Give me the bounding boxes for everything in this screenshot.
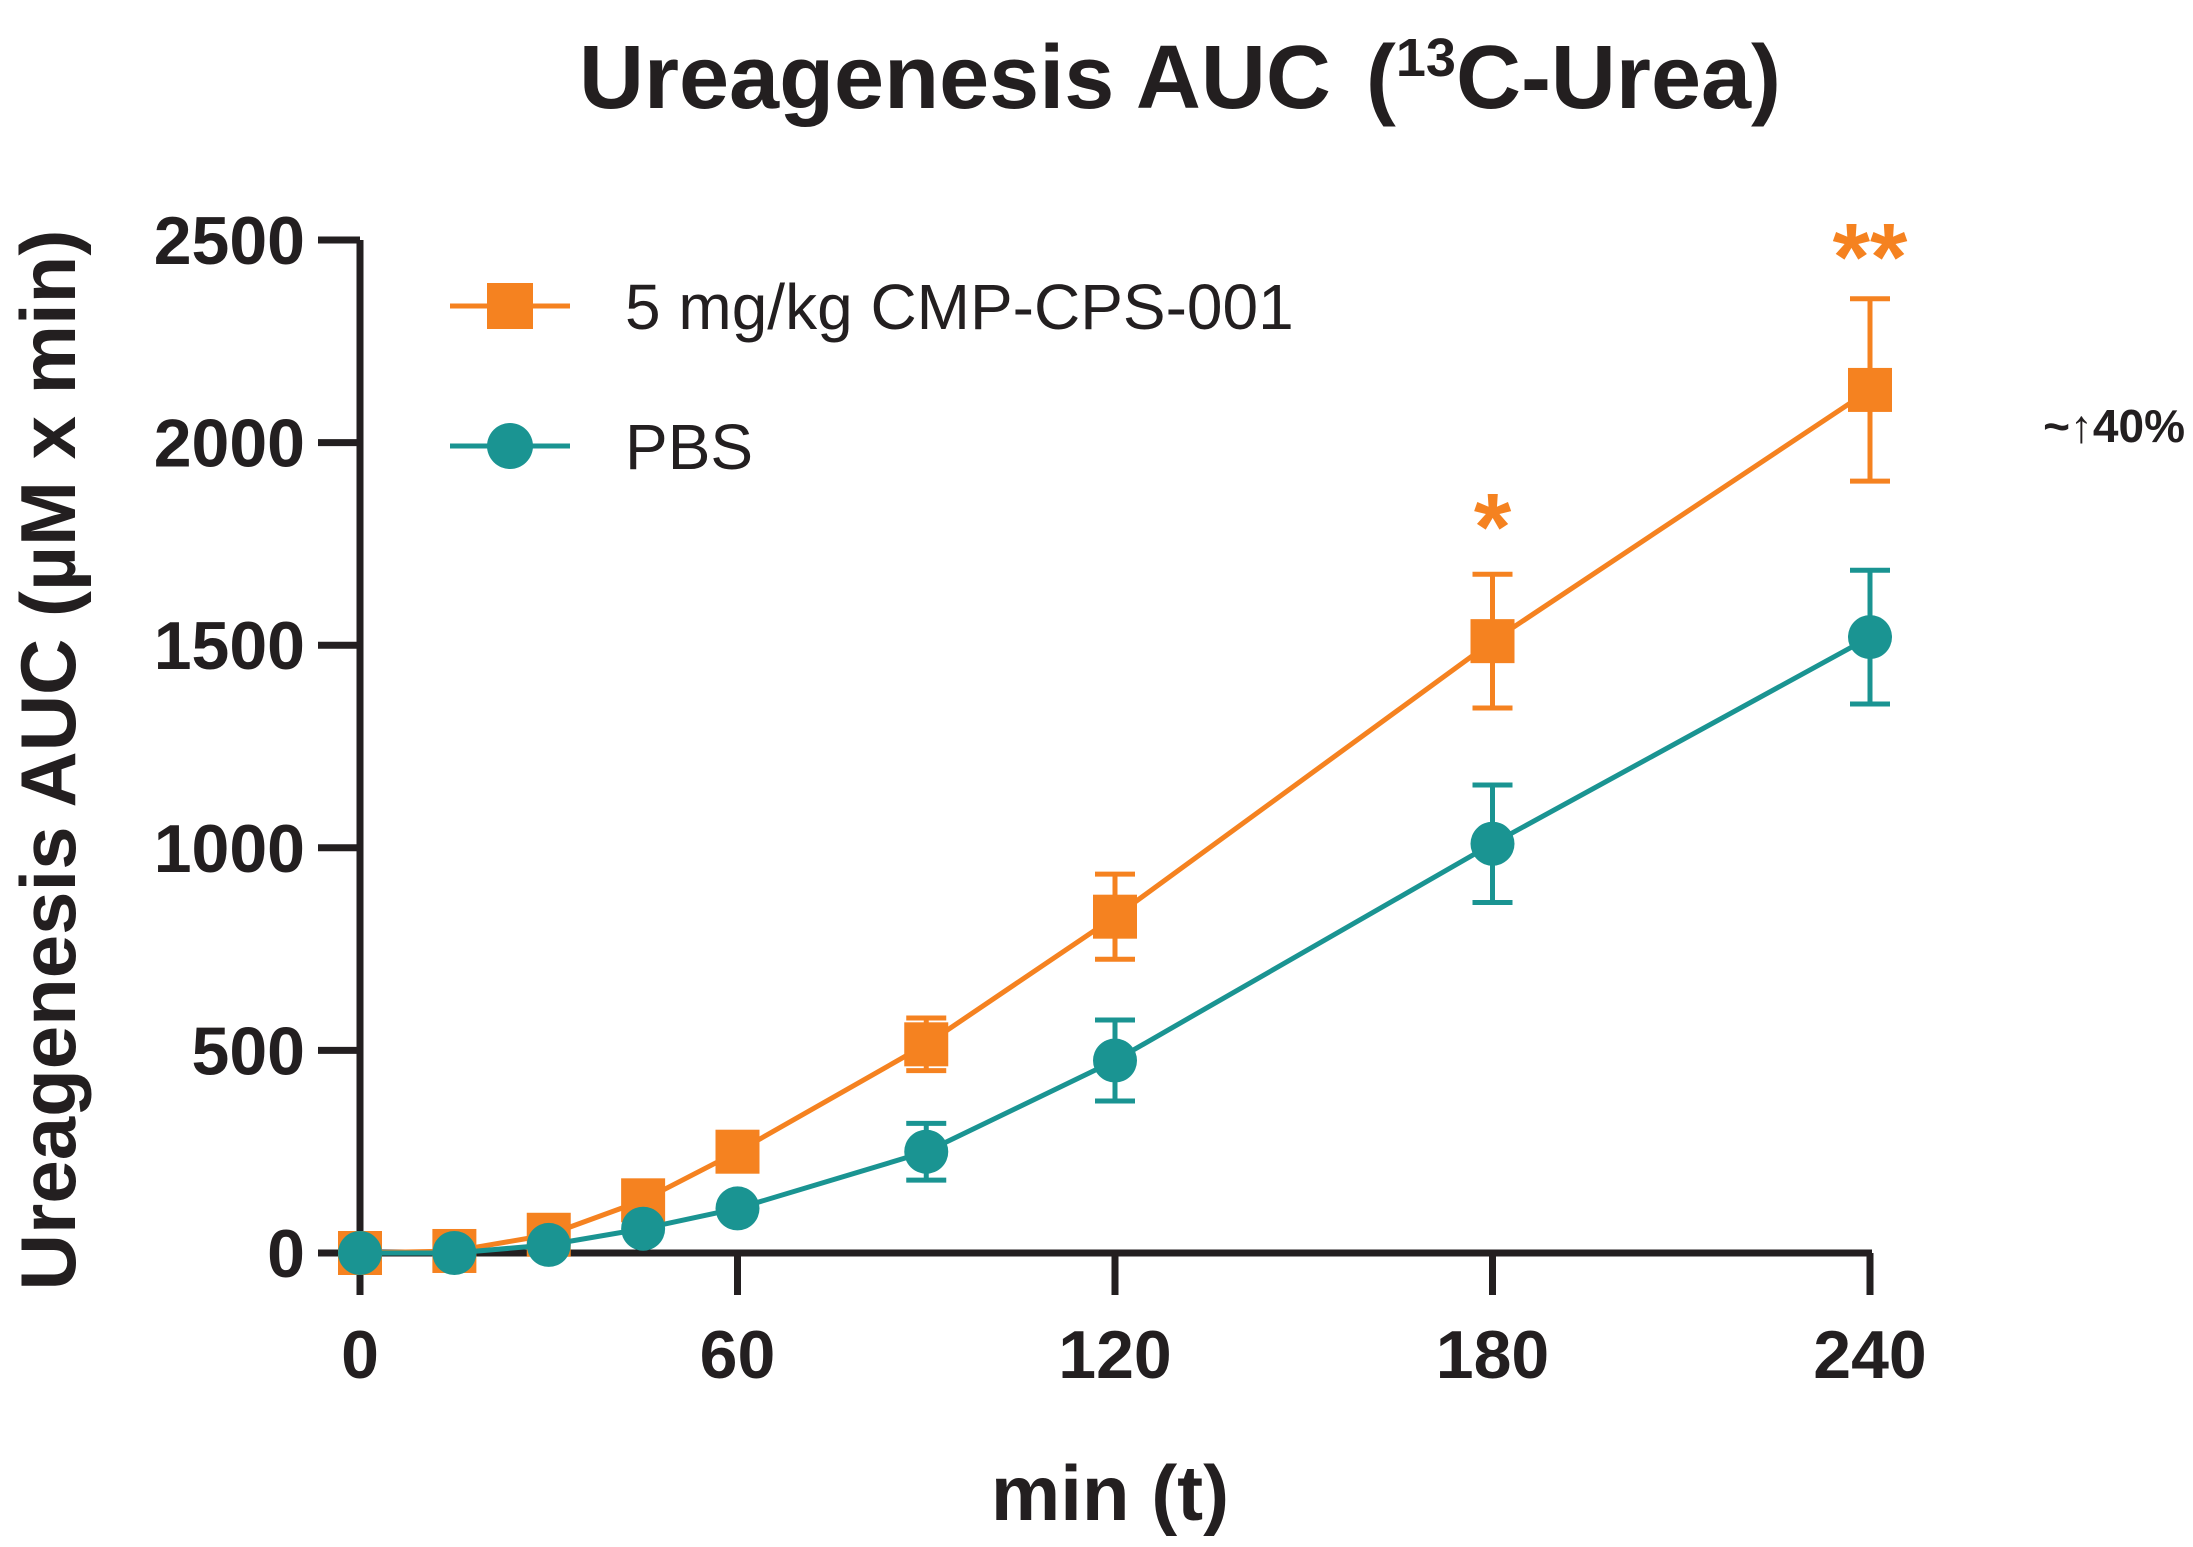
y-tick-label: 2500 [154, 203, 305, 279]
data-point-pbs [715, 1186, 760, 1231]
legend: 5 mg/kg CMP-CPS-001 PBS [450, 271, 1294, 483]
y-tick-label: 1500 [154, 608, 305, 684]
x-ticks: 0 60 120 180 240 [341, 1253, 1927, 1393]
y-axis-label: Ureagenesis AUC (µM x min) [4, 230, 92, 1291]
data-point-pbs [1093, 1038, 1137, 1083]
x-tick-label: 120 [1058, 1317, 1171, 1393]
series-layer [338, 296, 1892, 1275]
y-ticks: 0 500 1000 1500 2000 2500 [154, 203, 360, 1292]
x-tick-label: 0 [341, 1317, 379, 1393]
increase-annotation: ~↑40% [2043, 400, 2185, 452]
x-tick-label: 60 [700, 1317, 776, 1393]
y-tick-label: 500 [192, 1013, 305, 1089]
chart-title: Ureagenesis AUC (13C-Urea) [579, 28, 1781, 128]
y-tick-label: 2000 [154, 406, 305, 482]
data-point-pbs [432, 1231, 477, 1275]
data-point-cmp [1848, 367, 1892, 412]
data-point-pbs [621, 1206, 666, 1251]
data-point-pbs [904, 1129, 949, 1174]
data-point-pbs [526, 1222, 571, 1267]
significance-marker-240: ** [1833, 204, 1908, 311]
x-tick-label: 240 [1813, 1317, 1926, 1393]
data-point-cmp [1093, 894, 1137, 939]
data-point-pbs [1848, 615, 1892, 660]
y-tick-label: 0 [267, 1216, 305, 1292]
legend-marker-pbs [487, 423, 533, 469]
significance-marker-180: * [1474, 474, 1512, 581]
y-tick-label: 1000 [154, 811, 305, 887]
legend-label-cmp: 5 mg/kg CMP-CPS-001 [625, 271, 1294, 343]
x-tick-label: 180 [1436, 1317, 1549, 1393]
legend-label-pbs: PBS [625, 411, 753, 483]
data-point-cmp [904, 1022, 949, 1067]
data-point-pbs [1470, 821, 1515, 866]
data-point-cmp [715, 1129, 760, 1174]
x-axis-label: min (t) [991, 1449, 1229, 1537]
annotation-layer: ***~↑40% [1474, 204, 2185, 581]
legend-marker-cmp [487, 283, 533, 329]
data-point-cmp [1470, 619, 1515, 664]
data-point-pbs [338, 1231, 382, 1275]
series-line-cmp [359, 387, 1872, 1256]
